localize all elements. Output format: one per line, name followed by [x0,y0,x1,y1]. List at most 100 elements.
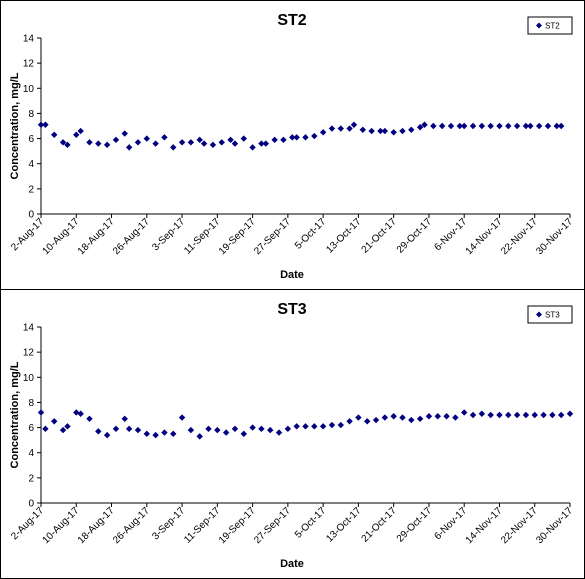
data-point [544,122,552,130]
x-tick-label: 30-Nov-17 [534,505,575,546]
y-tick-label: 6 [28,423,34,434]
data-point [390,413,397,420]
data-point [443,413,450,420]
data-point [121,130,128,137]
y-tick-label: 14 [23,323,35,334]
x-tick-label: 11-Sep-17 [182,216,223,257]
data-point [240,430,247,438]
data-point [425,413,433,420]
data-point [170,430,177,438]
data-point [531,411,538,419]
data-point [37,121,45,128]
data-point [487,122,494,130]
y-axis-label: Concentration, mg/L [9,72,21,179]
data-point [86,139,93,146]
x-tick-label: 19-Sep-17 [217,505,258,546]
data-point [249,144,256,151]
data-point [328,421,336,429]
data-point [469,122,477,130]
data-point [187,139,195,146]
data-point [143,430,150,438]
data-point [447,122,455,130]
x-tick-label: 22-Nov-17 [499,505,540,546]
data-point [73,409,80,416]
data-point [112,425,120,433]
data-point [505,122,512,130]
data-point [77,410,84,417]
legend-marker [536,22,542,29]
y-tick-label: 0 [28,210,34,221]
data-point [284,425,292,433]
x-tick-label: 5-Oct-17 [293,505,329,541]
data-point [143,135,150,142]
legend-box [527,16,573,35]
y-tick-label: 4 [28,448,34,459]
data-point [438,122,446,130]
data-point [408,416,415,424]
data-point [311,423,318,430]
x-tick-label: 19-Sep-17 [217,216,258,257]
y-tick-label: 2 [28,184,34,195]
data-point [456,122,463,130]
chart-st3: ST3 0 2 4 6 8 10 12 14 2-Aug-1710-Aug-1718-Aug-17… [9,301,575,570]
data-point [262,140,270,147]
x-tick-label: 11-Sep-17 [182,505,223,546]
data-point [64,141,71,149]
data-point [461,409,468,416]
data-point [337,125,344,132]
y-tick-label: 12 [23,59,35,70]
data-point [209,141,217,149]
data-point [227,136,234,144]
data-point [59,139,67,146]
data-point [64,423,71,430]
data-point [125,144,133,151]
data-point [205,425,212,433]
data-point [231,140,239,147]
data-point [557,411,565,419]
data-point [346,125,353,132]
x-tick-label: 3-Sep-17 [150,505,187,542]
data-point [293,423,300,430]
data-point [302,134,309,141]
data-point [267,426,274,434]
data-point [496,411,503,419]
data-point [51,418,58,425]
data-point [37,409,45,416]
y-tick-label: 6 [28,134,34,145]
data-point [178,139,186,146]
data-point [319,423,327,430]
data-point [200,140,208,147]
x-tick-label: 10-Aug-17 [41,216,82,257]
data-point [461,122,468,130]
data-point [214,426,221,434]
data-point [218,139,225,146]
y-tick-label: 10 [23,84,35,95]
x-tick-label: 13-Oct-17 [324,505,364,545]
data-point [381,414,389,421]
data-point [271,136,278,144]
x-tick-label: 6-Nov-17 [432,216,469,253]
x-tick-label: 18-Aug-17 [76,505,117,546]
chart-title: ST3 [277,301,306,318]
chart-panel-st3: ST3 0 2 4 6 8 10 12 14 2-Aug-17 10-Aug-17 18-Aug-17… [1,290,584,578]
data-point [350,121,358,128]
x-tick-label: 3-Sep-17 [150,216,187,253]
data-point [364,418,371,425]
x-axis-label: Date [280,558,304,570]
data-point [42,121,49,128]
data-point [421,121,428,128]
y-tick-label: 8 [28,109,34,120]
data-point [293,134,300,141]
x-tick-label: 27-Sep-17 [252,505,293,546]
data-point [170,144,177,151]
y-tick-label: 14 [23,34,35,45]
data-point [178,414,186,421]
data-point [77,127,84,135]
y-tick-label: 12 [23,348,35,359]
data-point [258,140,265,147]
y-axis-label: Concentration, mg/L [9,361,21,468]
data-point [95,140,102,147]
x-tick-label: 14-Nov-17 [464,505,505,546]
data-point [161,429,168,436]
